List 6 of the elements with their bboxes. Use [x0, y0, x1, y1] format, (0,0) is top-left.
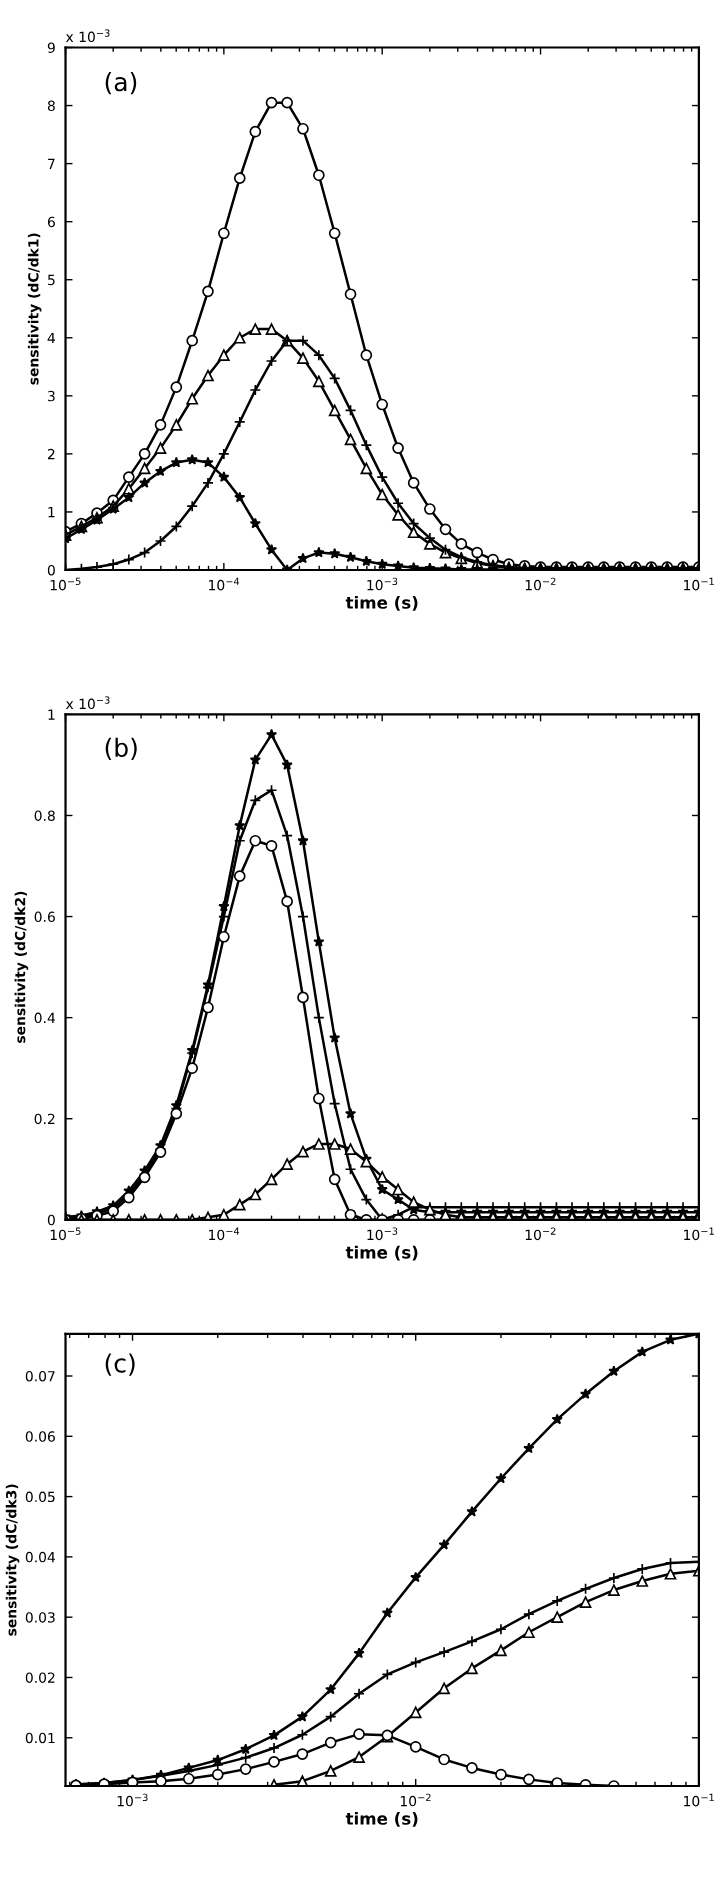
annotation: (a) [105, 72, 137, 95]
annotation: (c) [105, 1353, 135, 1376]
x-axis-title: time (s) [345, 1811, 418, 1827]
x-axis-title: time (s) [345, 1245, 418, 1261]
x-axis-title: time (s) [345, 595, 418, 611]
annotation: (b) [105, 737, 137, 760]
